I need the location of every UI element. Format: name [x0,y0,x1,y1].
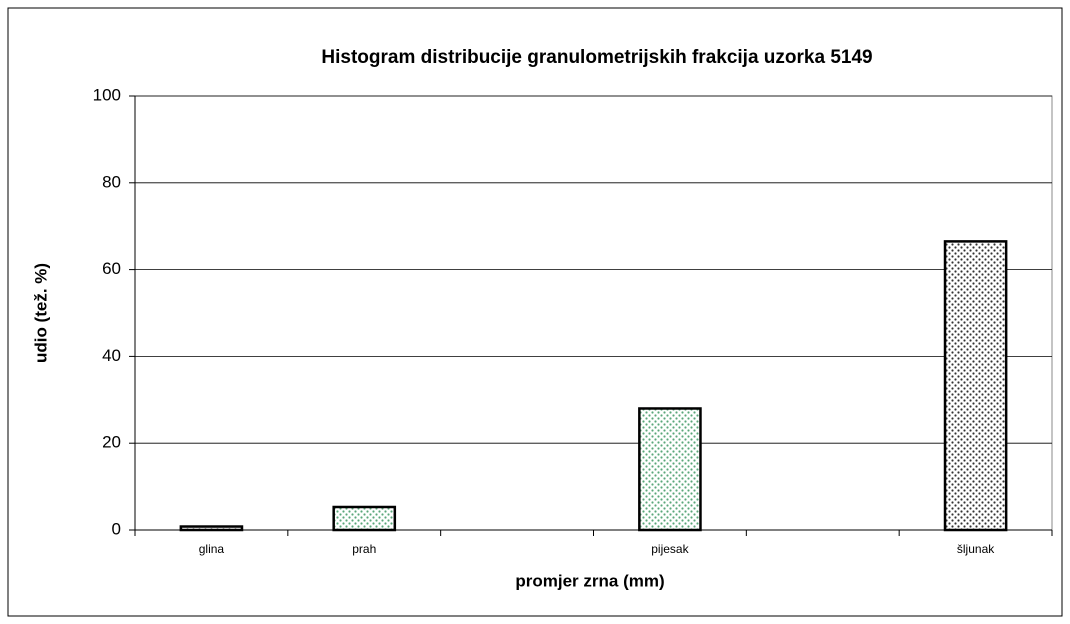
x-tick-label: prah [352,542,376,556]
chart-frame [7,7,1063,617]
bar [332,505,397,532]
y-axis-label: udio (tež. %) [31,263,50,363]
chart-title: Histogram distribucije granulometrijskih… [321,47,872,68]
x-tick-label: šljunak [957,542,995,556]
y-tick-label: 60 [102,259,121,278]
y-tick-label: 80 [102,172,121,191]
y-tick-label: 20 [102,433,121,452]
x-tick-label: glina [199,542,225,556]
bar [179,525,244,532]
bar [943,240,1008,532]
bar [638,407,702,532]
x-axis-label: promjer zrna (mm) [515,571,664,590]
y-tick-label: 100 [93,85,121,104]
y-tick-label: 40 [102,346,121,365]
x-tick-label: pijesak [651,542,689,556]
y-tick-label: 0 [112,519,121,538]
